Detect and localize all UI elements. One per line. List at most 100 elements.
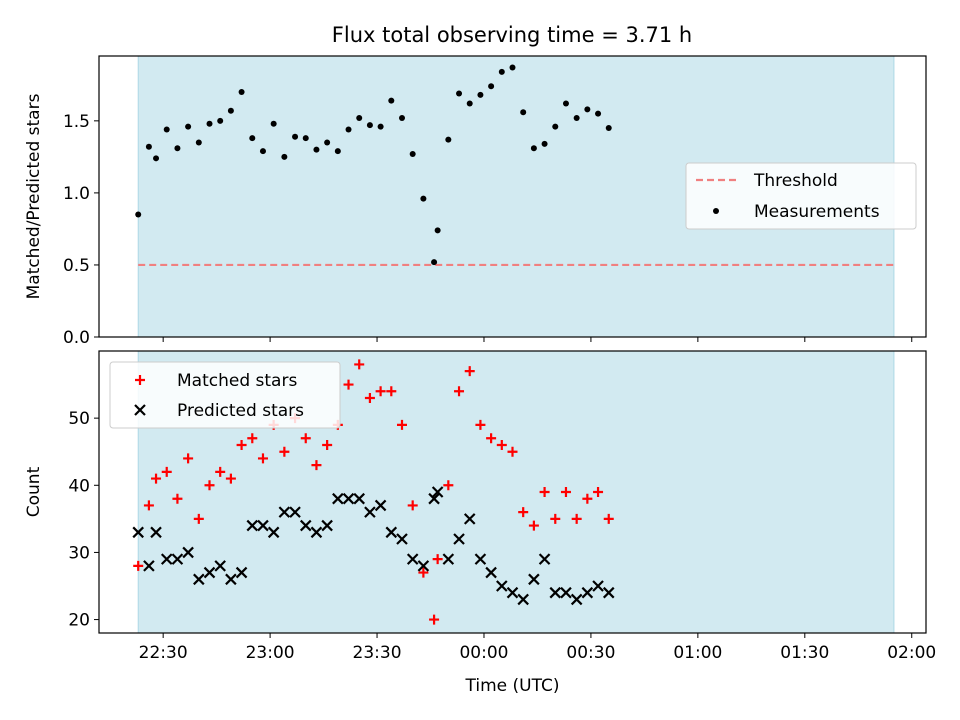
predicted-star-point (353, 492, 365, 505)
predicted-star-point (506, 586, 519, 599)
matched-star-point (151, 473, 162, 484)
legend-matched-swatch (135, 375, 145, 385)
matched-star-point (364, 393, 375, 403)
matched-star-point (225, 473, 236, 484)
predicted-star-point (214, 560, 226, 572)
matched-star-point (386, 386, 397, 397)
y-tick-label: 30 (68, 543, 90, 563)
measurement-point (573, 114, 580, 121)
measurement-point (562, 100, 569, 107)
matched-star-point (528, 520, 539, 531)
measurement-point (420, 195, 427, 202)
chart-title: Flux total observing time = 3.71 h (332, 23, 692, 47)
predicted-star-point (560, 586, 572, 599)
x-tick-label: 02:00 (887, 643, 936, 663)
x-tick-label: 01:00 (673, 643, 722, 663)
legend-measurement-swatch (713, 208, 719, 214)
matched-star-point (183, 453, 194, 464)
matched-star-point (550, 513, 561, 524)
predicted-star-point (321, 519, 333, 532)
matched-star-point (464, 366, 475, 377)
matched-star-point (143, 500, 154, 511)
measurement-point (313, 146, 320, 153)
bottom-panel: 20 30 40 50 22:30 23:00 23:30 00:00 00:30 01:00 01… (24, 350, 936, 696)
predicted-star-point (517, 593, 529, 606)
predicted-star-point (193, 573, 205, 586)
predicted-star-point (396, 533, 408, 545)
y-tick-label: 1.0 (63, 184, 90, 204)
matched-star-point (343, 379, 354, 390)
x-tick-label: 22:30 (139, 643, 188, 663)
matched-star-point (322, 440, 333, 450)
predicted-star-point (485, 566, 497, 579)
measurement-point (520, 109, 527, 116)
predicted-star-point (538, 553, 551, 565)
predicted-star-point (150, 526, 162, 539)
measurement-point (409, 150, 416, 157)
measurement-point (445, 136, 452, 143)
matched-star-point (560, 487, 571, 497)
y-tick-label: 40 (68, 476, 90, 496)
predicted-star-point (549, 586, 562, 599)
predicted-star-point (385, 526, 398, 539)
measurement-point (605, 125, 612, 132)
measurement-point (185, 123, 192, 130)
predicted-star-point (235, 566, 248, 579)
predicted-star-point (474, 553, 487, 565)
measurement-point (217, 117, 224, 124)
matched-star-point (215, 466, 226, 477)
predicted-star-point (453, 533, 465, 545)
y-tick-label: 50 (68, 409, 90, 429)
y-tick-label: 20 (68, 611, 90, 631)
matched-star-point (193, 513, 204, 524)
measurement-point (292, 133, 299, 140)
measurement-point (249, 135, 256, 142)
legend: Threshold Measurements (685, 162, 917, 230)
measurement-point (238, 89, 245, 96)
measurement-point (281, 153, 288, 160)
predicted-star-point (528, 573, 540, 586)
measurement-point (302, 135, 309, 142)
measurement-point (259, 148, 266, 155)
predicted-star-point (160, 553, 173, 565)
matched-star-point (518, 507, 529, 518)
matched-star-point (507, 446, 518, 457)
legend-predicted-swatch (134, 404, 146, 416)
measurement-point (498, 68, 505, 75)
y-axis-label: Matched/Predicted stars (24, 93, 44, 299)
x-tick-label: 23:00 (246, 643, 295, 663)
measurement-point (477, 91, 484, 98)
measurement-point (377, 123, 384, 130)
x-tick-label: 01:30 (780, 643, 829, 663)
measurement-point (195, 139, 202, 146)
legend-box (685, 162, 917, 230)
matched-star-point (475, 419, 486, 430)
predicted-star-point (406, 553, 419, 565)
legend-label: Predicted stars (177, 401, 304, 421)
predicted-star-point (278, 506, 291, 518)
measurement-point (270, 120, 277, 127)
matched-star-point (454, 386, 465, 397)
predicted-star-point (602, 586, 615, 599)
measurement-point (145, 143, 152, 150)
measurement-point (345, 126, 352, 133)
measurement-point (334, 148, 341, 155)
matched-star-point (375, 386, 386, 397)
matched-star-point (432, 554, 443, 565)
matched-star-point (603, 513, 614, 524)
matched-star-point (593, 487, 604, 497)
predicted-star-point (182, 546, 194, 559)
measurement-point (431, 259, 438, 266)
measurement-point (324, 139, 331, 146)
matched-star-point (257, 453, 268, 464)
measurement-point (227, 107, 234, 114)
matched-star-point (172, 493, 183, 504)
predicted-star-point (496, 580, 508, 592)
matched-star-point (429, 614, 440, 625)
measurement-point (174, 145, 181, 152)
measurement-point (541, 140, 548, 147)
predicted-star-point (289, 506, 301, 518)
legend: Matched stars Predicted stars (109, 361, 341, 429)
predicted-star-point (246, 519, 259, 532)
